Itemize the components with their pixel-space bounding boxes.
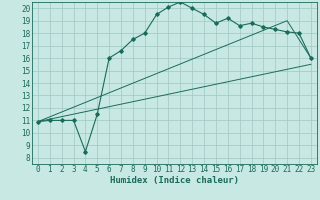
X-axis label: Humidex (Indice chaleur): Humidex (Indice chaleur) — [110, 176, 239, 185]
